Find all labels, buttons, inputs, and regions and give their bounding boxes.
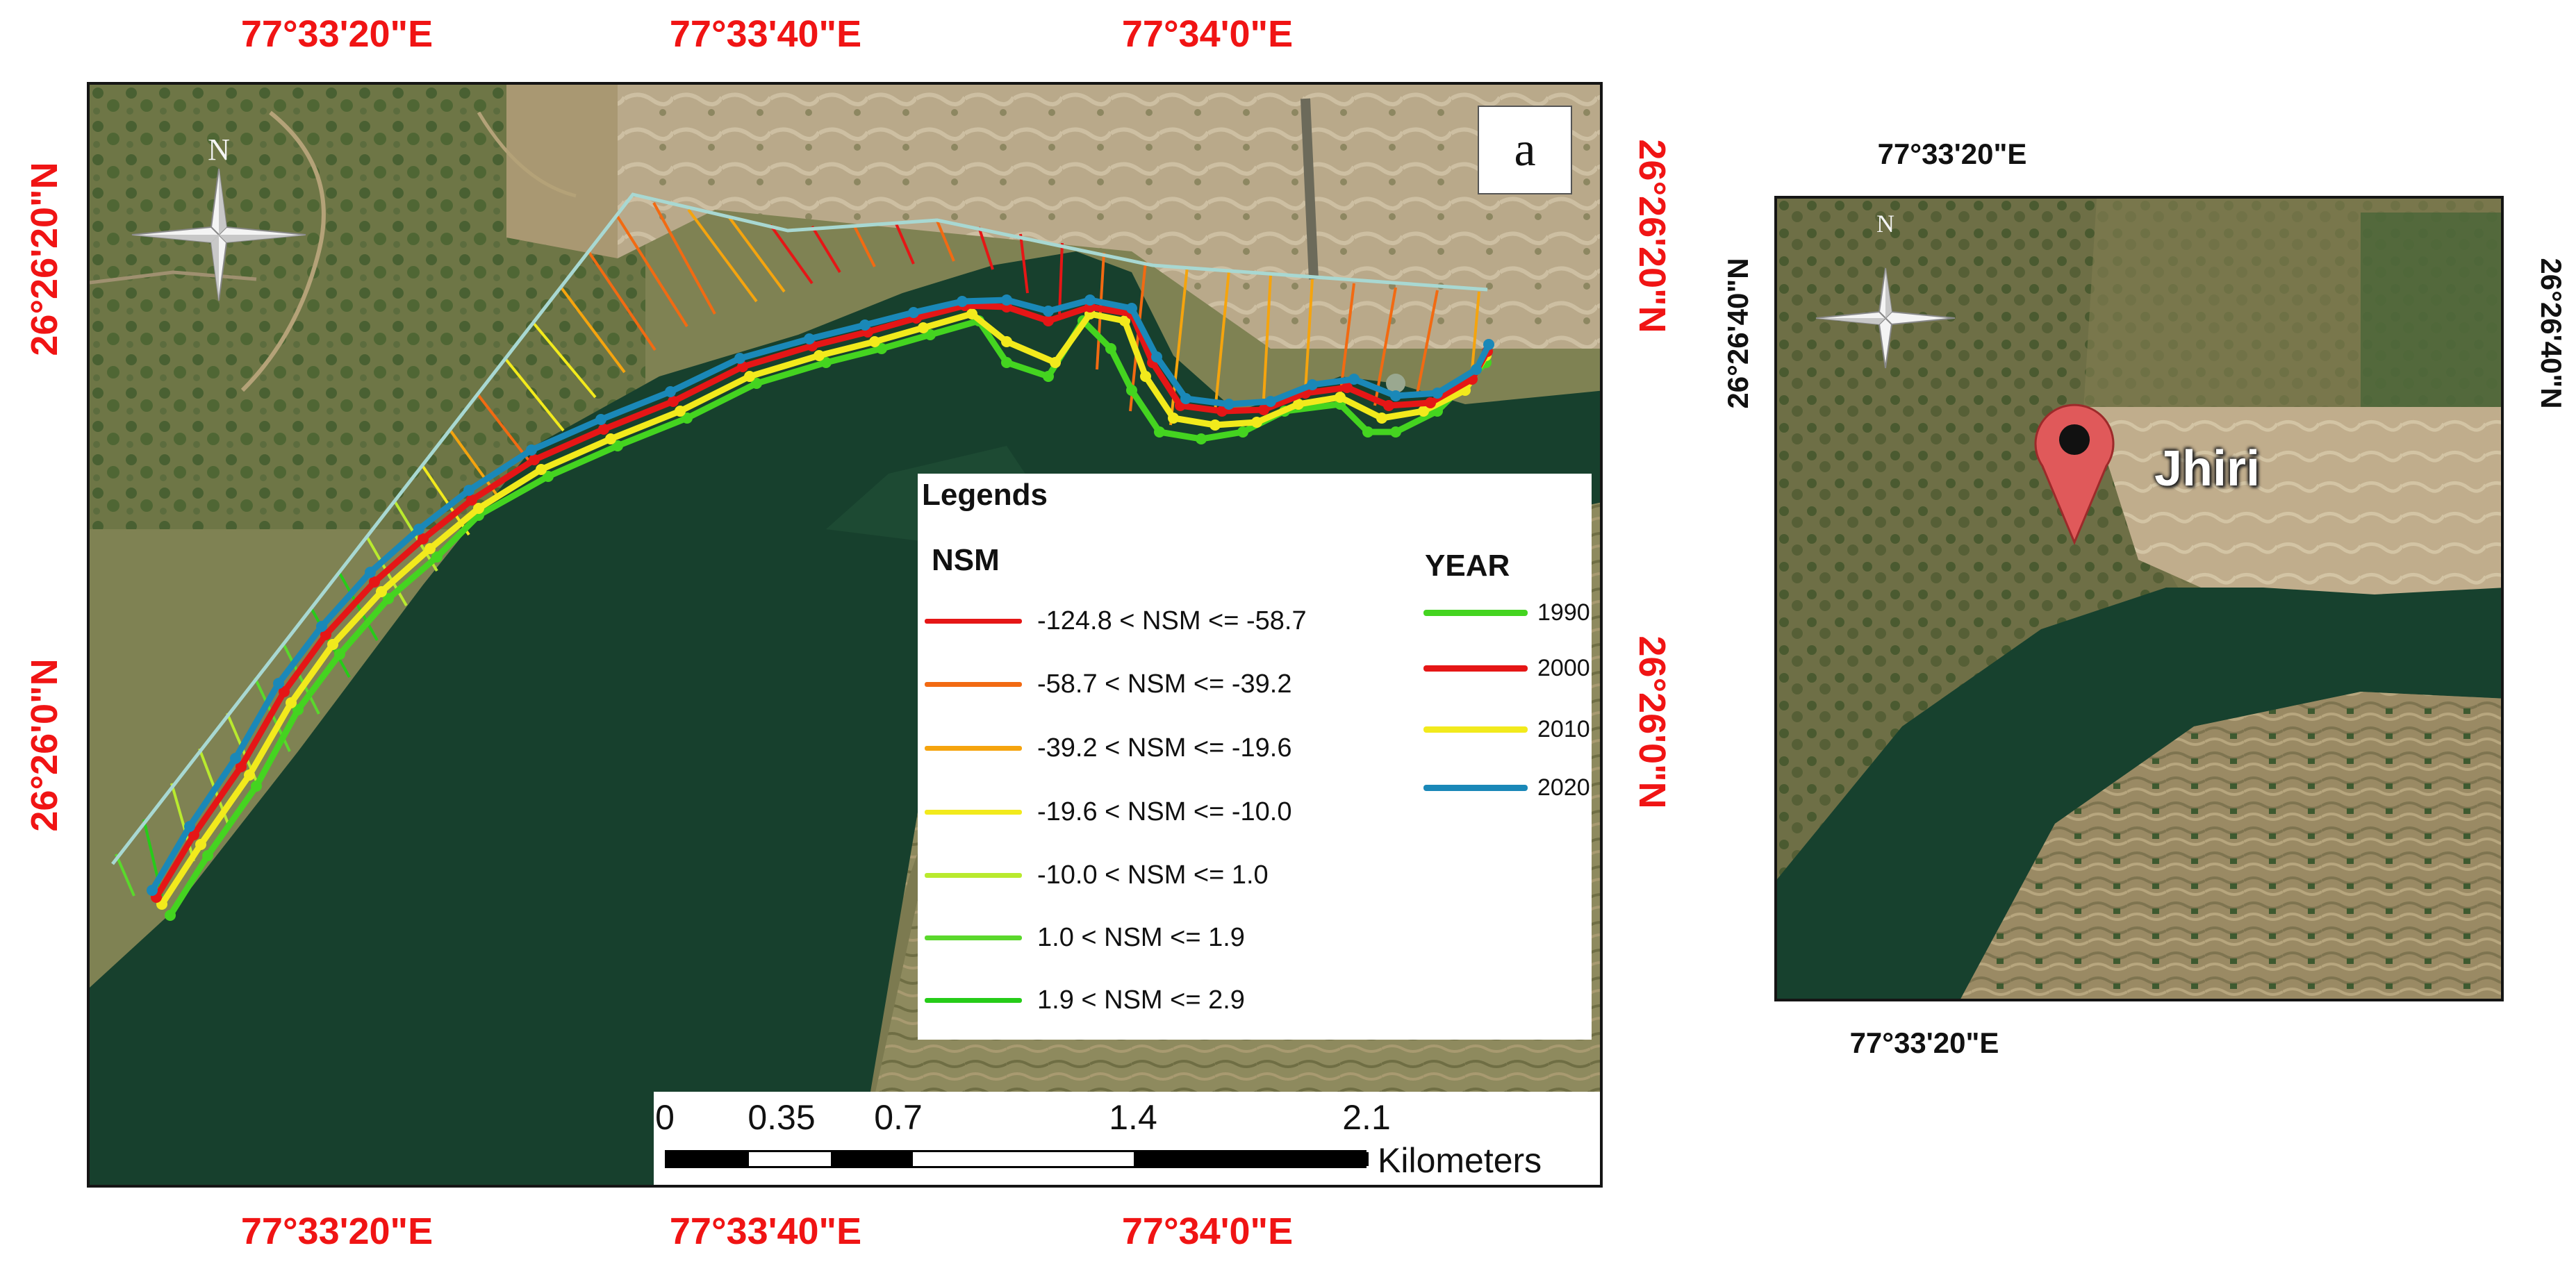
top-coord-3: 77°34'0"E <box>1121 13 1294 55</box>
legend-year-swatch <box>1423 784 1528 791</box>
location-pin-icon <box>2034 403 2115 545</box>
inset-map-graphic: N <box>1777 199 2501 999</box>
legend-nsm-swatch <box>925 935 1022 940</box>
left-coord-2: 26°26'0"N <box>24 658 65 832</box>
legend-nsm-swatch <box>925 872 1022 878</box>
right-coord-2: 26°26'0"N <box>1631 635 1673 809</box>
north-label: N <box>208 133 230 167</box>
legend-year-label: 1990 <box>1537 599 1590 626</box>
legend-year-label: 2000 <box>1537 654 1590 681</box>
place-label-jhiri: Jhiri <box>2154 441 2261 497</box>
legend-title: Legends <box>922 478 1048 512</box>
scale-tick: 0.7 <box>874 1098 923 1137</box>
inset-north-label: N <box>1876 210 1894 238</box>
legend-nsm-label: 1.0 < NSM <= 1.9 <box>1037 922 1245 952</box>
legend-nsm-swatch <box>925 618 1022 624</box>
scale-tick: 0 <box>655 1098 675 1137</box>
legend-nsm-label: -19.6 < NSM <= -10.0 <box>1037 797 1292 826</box>
right-coord-1: 26°26'20"N <box>1631 139 1673 333</box>
legend-nsm-row: -39.2 < NSM <= -19.6 <box>925 727 1291 769</box>
legend-nsm-row: 1.9 < NSM <= 2.9 <box>925 979 1245 1021</box>
scale-tick: 0.35 <box>748 1098 816 1137</box>
legend-nsm-label: -58.7 < NSM <= -39.2 <box>1037 669 1292 699</box>
legend-nsm-row: -124.8 < NSM <= -58.7 <box>925 600 1307 642</box>
legend-year-label: 2010 <box>1537 715 1590 742</box>
panel-label: a <box>1478 106 1572 194</box>
bottom-coord-1: 77°33'20"E <box>240 1210 434 1252</box>
legend-year-label: 2020 <box>1537 774 1590 801</box>
legend-nsm-label: -39.2 < NSM <= -19.6 <box>1037 733 1292 763</box>
legend-nsm-row: 1.0 < NSM <= 1.9 <box>925 917 1245 958</box>
legend-year-swatch <box>1423 609 1528 616</box>
legend-nsm-row: -19.6 < NSM <= -10.0 <box>925 791 1291 833</box>
inset-bottom-coord: 77°33'20"E <box>1849 1026 1999 1059</box>
inset-top-coord: 77°33'20"E <box>1877 138 2027 170</box>
legend-nsm-row: -58.7 < NSM <= -39.2 <box>925 663 1291 705</box>
legend-year-row: 2020 <box>1423 767 1590 808</box>
legend-nsm-swatch <box>925 745 1022 751</box>
left-coord-1: 26°26'20"N <box>24 162 65 356</box>
legend-nsm-swatch <box>925 809 1022 815</box>
legend-year-swatch <box>1423 726 1528 733</box>
legend: Legends NSM YEAR -124.8 < NSM <= -58.7 -… <box>918 474 1592 1040</box>
legend-year-row: 2010 <box>1423 708 1590 750</box>
scale-unit: Kilometers <box>1378 1141 1542 1180</box>
legend-nsm-swatch <box>925 681 1022 687</box>
inset-left-coord: 26°26'40"N <box>1722 258 1754 409</box>
legend-year-swatch <box>1423 665 1528 672</box>
legend-nsm-swatch <box>925 997 1022 1003</box>
legend-year-row: 1990 <box>1423 592 1590 633</box>
inset-map-panel: N Jhiri <box>1774 196 2504 1001</box>
legend-nsm-label: -124.8 < NSM <= -58.7 <box>1037 606 1307 635</box>
legend-nsm-label: 1.9 < NSM <= 2.9 <box>1037 985 1245 1015</box>
inset-north-arrow-icon <box>1815 267 1956 369</box>
legend-nsm-label: -10.0 < NSM <= 1.0 <box>1037 860 1269 890</box>
north-arrow-icon <box>131 168 306 301</box>
shoreline-lines <box>147 294 1494 921</box>
bottom-coord-2: 77°33'40"E <box>669 1210 862 1252</box>
scale-tick: 2.1 <box>1342 1098 1391 1137</box>
scale-tick: 1.4 <box>1109 1098 1157 1137</box>
legend-nsm-row: -10.0 < NSM <= 1.0 <box>925 854 1269 896</box>
legend-year-heading: YEAR <box>1425 549 1510 583</box>
legend-nsm-heading: NSM <box>932 543 1000 577</box>
scale-bar: 0 0.35 0.7 1.4 2.1 Kilometers <box>654 1092 1600 1185</box>
main-map-panel: N a Legends NSM YEAR -124.8 < NSM <= -58… <box>87 82 1603 1188</box>
inset-right-coord: 26°26'40"N <box>2535 258 2568 409</box>
legend-year-row: 2000 <box>1423 647 1590 689</box>
bottom-coord-3: 77°34'0"E <box>1121 1210 1294 1252</box>
scale-bar-segments <box>665 1150 1369 1168</box>
top-coord-1: 77°33'20"E <box>240 13 434 55</box>
top-coord-2: 77°33'40"E <box>669 13 862 55</box>
